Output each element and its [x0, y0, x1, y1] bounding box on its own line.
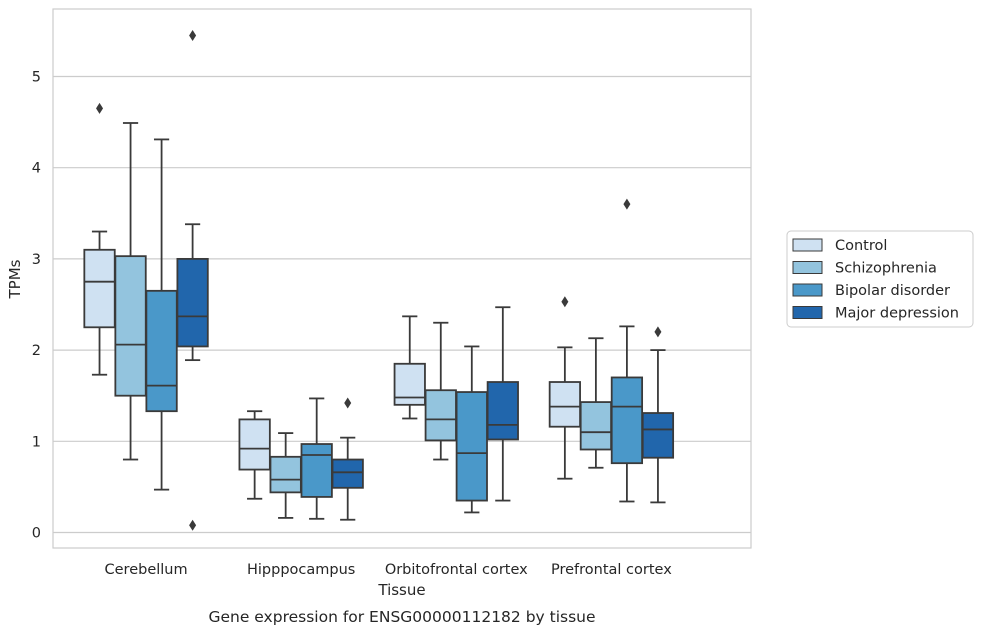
- legend-frame: [786, 230, 974, 328]
- legend-label: Schizophrenia: [835, 261, 937, 277]
- x-tick-label: Prefrontal cortex: [551, 562, 672, 578]
- outlier-point: [561, 296, 569, 308]
- iqr-box: [300, 443, 333, 498]
- outlier-point: [96, 102, 104, 114]
- x-tick-label: Cerebellum: [105, 562, 188, 578]
- legend-label: Bipolar disorder: [835, 283, 950, 299]
- box-control: [83, 102, 116, 376]
- chart-caption: Gene expression for ENSG00000112182 by t…: [208, 608, 595, 626]
- iqr-box: [83, 248, 116, 329]
- iqr-box: [238, 418, 271, 471]
- iqr-box: [114, 255, 147, 397]
- box-major-depression: [331, 397, 364, 521]
- iqr-box: [424, 389, 457, 442]
- y-tick-label: 0: [32, 525, 41, 541]
- iqr-box: [176, 257, 209, 348]
- iqr-box: [455, 391, 488, 502]
- box-major-depression: [176, 29, 209, 531]
- box-major-depression: [641, 326, 675, 504]
- legend: Control Schizophrenia Bipolar disorder Majo…: [786, 230, 974, 328]
- outlier-point: [189, 29, 197, 41]
- y-axis-label: TPMs: [6, 259, 24, 299]
- iqr-box: [641, 412, 675, 459]
- x-tick-label: Orbitofrontal cortex: [385, 562, 528, 578]
- iqr-box: [331, 458, 364, 489]
- box-control: [238, 410, 271, 500]
- iqr-box: [486, 381, 519, 441]
- box-major-depression: [486, 306, 519, 502]
- legend-swatch: [792, 306, 823, 319]
- legend-label: Major depression: [835, 306, 959, 322]
- box-bipolar-disorder: [455, 345, 488, 514]
- iqr-box: [393, 362, 426, 406]
- plot-frame: [52, 8, 752, 549]
- x-axis-label: Tissue: [377, 581, 425, 599]
- y-tick-label: 1: [32, 434, 41, 450]
- outlier-point: [623, 198, 631, 210]
- iqr-box: [269, 455, 302, 494]
- box-bipolar-disorder: [300, 397, 333, 520]
- box-control: [393, 315, 426, 420]
- box-schizophrenia: [114, 122, 147, 461]
- iqr-box: [548, 381, 581, 428]
- box-bipolar-disorder: [610, 198, 644, 503]
- iqr-box: [610, 376, 644, 465]
- y-tick-label: 2: [32, 343, 41, 359]
- y-tick-labels: 0 1 2 3 4 5: [32, 69, 41, 541]
- y-tick-label: 5: [32, 69, 41, 85]
- iqr-box: [145, 289, 178, 413]
- box-groups: [83, 29, 675, 531]
- legend-label: Control: [835, 238, 887, 254]
- legend-swatch: [792, 283, 823, 297]
- x-tick-label: Hipppocampus: [247, 562, 355, 578]
- box-schizophrenia: [579, 337, 612, 469]
- legend-swatch: [792, 261, 823, 274]
- box-schizophrenia: [269, 432, 302, 519]
- y-tick-label: 4: [32, 161, 41, 177]
- outlier-point: [189, 519, 197, 531]
- outlier-point: [344, 397, 352, 409]
- box-bipolar-disorder: [145, 138, 178, 491]
- y-tick-label: 3: [32, 252, 41, 268]
- x-tick-labels: Cerebellum Hipppocampus Orbitofrontal cort…: [105, 562, 673, 578]
- iqr-box: [579, 401, 612, 451]
- outlier-point: [654, 326, 662, 338]
- legend-swatch: [792, 238, 823, 252]
